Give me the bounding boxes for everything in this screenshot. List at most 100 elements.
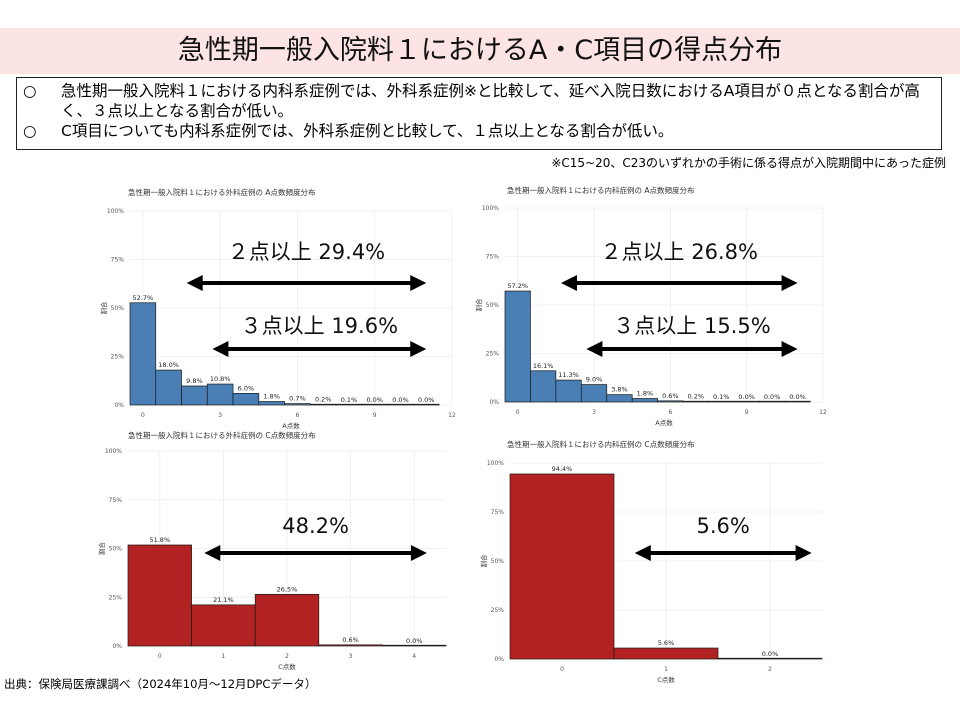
arrow-head-left	[212, 341, 229, 357]
bar	[580, 384, 608, 403]
bar	[413, 403, 440, 406]
x-tick-label: 3	[592, 409, 596, 416]
bar	[258, 401, 285, 406]
x-tick-label: 3	[349, 653, 353, 660]
annotation-label: 48.2%	[282, 514, 349, 538]
double-arrow	[212, 341, 427, 357]
data-label: 0.0%	[406, 637, 423, 645]
annotation-label: 5.6%	[697, 514, 750, 538]
arrow-head-left	[204, 545, 221, 561]
x-tick-label: 2	[768, 666, 772, 673]
data-label: 0.6%	[662, 392, 679, 400]
y-tick-label: 0%	[112, 643, 122, 650]
chart-title: 急性期一般入院料１における内科症例の A点数頻度分布	[507, 185, 695, 195]
data-label: 26.5%	[277, 585, 298, 593]
bar	[254, 593, 320, 647]
x-axis-title: A点数	[655, 418, 673, 427]
arrow-head-left	[186, 275, 203, 291]
chart-title: 急性期一般入院料１における内科症例の C点数頻度分布	[507, 439, 695, 449]
data-label: 10.8%	[210, 375, 231, 383]
data-label: 0.0%	[392, 396, 409, 404]
data-label: 0.0%	[738, 393, 755, 401]
summary-bullet: ○ C項目についても内科系症例では、外科系症例と比較して、１点以上となる割合が低…	[23, 121, 933, 141]
arrow-head-right	[410, 545, 427, 561]
data-label: 1.8%	[263, 393, 280, 401]
data-label: 0.6%	[342, 636, 359, 644]
source-note: 出典：保険局医療課調べ（2024年10月～12月DPCデータ）	[4, 677, 317, 691]
data-label: 0.0%	[762, 650, 779, 658]
x-tick-label: 3	[218, 412, 222, 419]
y-tick-label: 0%	[494, 656, 504, 663]
bullet-text: 急性期一般入院料１における内科系症例では、外科系症例※と比較して、延べ入院日数に…	[61, 82, 920, 120]
y-tick-label: 25%	[111, 354, 125, 361]
annotation-label: ３点以上 15.5%	[613, 314, 770, 338]
bar	[232, 393, 260, 406]
bar	[613, 647, 719, 660]
y-tick-label: 100%	[487, 460, 504, 467]
x-tick-label: 0	[141, 412, 145, 419]
data-label: 0.1%	[341, 396, 358, 404]
bar	[631, 398, 658, 403]
x-tick-label: 9	[745, 409, 749, 416]
data-label: 9.0%	[586, 376, 603, 384]
x-tick-label: 6	[668, 409, 672, 416]
y-tick-label: 0%	[489, 399, 499, 406]
data-label: 52.7%	[133, 294, 154, 302]
bar	[784, 400, 811, 403]
y-tick-label: 100%	[482, 205, 499, 212]
data-label: 16.1%	[533, 362, 554, 370]
y-tick-label: 50%	[491, 558, 505, 565]
bar	[717, 657, 823, 660]
x-tick-label: 12	[819, 409, 827, 416]
x-tick-label: 9	[373, 412, 377, 419]
bar	[129, 302, 157, 406]
x-tick-label: 4	[412, 653, 416, 660]
y-tick-label: 25%	[109, 594, 123, 601]
page-title: 急性期一般入院料１におけるA・C項目の得点分布	[177, 35, 783, 66]
arrow-head-left	[586, 341, 603, 357]
annotation-label: ２点以上 29.4%	[228, 240, 385, 264]
y-tick-label: 75%	[109, 497, 123, 504]
chart-title: 急性期一般入院料１における外科症例の C点数頻度分布	[128, 430, 316, 440]
data-label: 1.8%	[637, 390, 654, 398]
bar	[191, 604, 256, 647]
arrow-head-left	[634, 545, 651, 561]
data-label: 0.2%	[688, 393, 705, 401]
y-tick-label: 50%	[109, 546, 123, 553]
data-label: 6.0%	[238, 384, 255, 392]
data-label: 0.0%	[418, 396, 435, 404]
y-tick-label: 50%	[486, 302, 500, 309]
data-label: 18.0%	[158, 361, 179, 369]
y-tick-label: 0%	[114, 402, 124, 409]
bullet-text: C項目についても内科系症例では、外科系症例と比較して、１点以上となる割合が低い。	[61, 122, 674, 140]
data-label: 9.8%	[186, 377, 203, 385]
double-arrow	[186, 275, 427, 291]
bar	[127, 544, 192, 647]
footnote: ※C15~20、C23のいずれかの手術に係る得点が入院期間中にあった症例	[551, 156, 946, 170]
arrow-head-left	[560, 275, 577, 291]
double-arrow	[634, 545, 812, 561]
x-tick-label: 0	[516, 409, 520, 416]
arrow-head-right	[781, 275, 798, 291]
data-label: 11.3%	[558, 371, 579, 379]
annotation-label: ３点以上 19.6%	[241, 314, 398, 338]
bar	[504, 290, 531, 403]
x-tick-label: 12	[448, 412, 456, 419]
x-tick-label: 0	[158, 653, 162, 660]
x-tick-label: 0	[560, 666, 564, 673]
data-label: 0.2%	[315, 396, 332, 404]
x-tick-label: 1	[664, 666, 668, 673]
arrow-head-right	[410, 341, 427, 357]
double-arrow	[560, 275, 798, 291]
y-tick-label: 25%	[491, 607, 505, 614]
double-arrow	[204, 545, 427, 561]
annotation-label: ２点以上 26.8%	[601, 240, 758, 264]
y-tick-label: 50%	[111, 305, 125, 312]
bullet-mark: ○	[23, 122, 37, 140]
bar	[509, 473, 615, 660]
title-band	[0, 28, 960, 74]
